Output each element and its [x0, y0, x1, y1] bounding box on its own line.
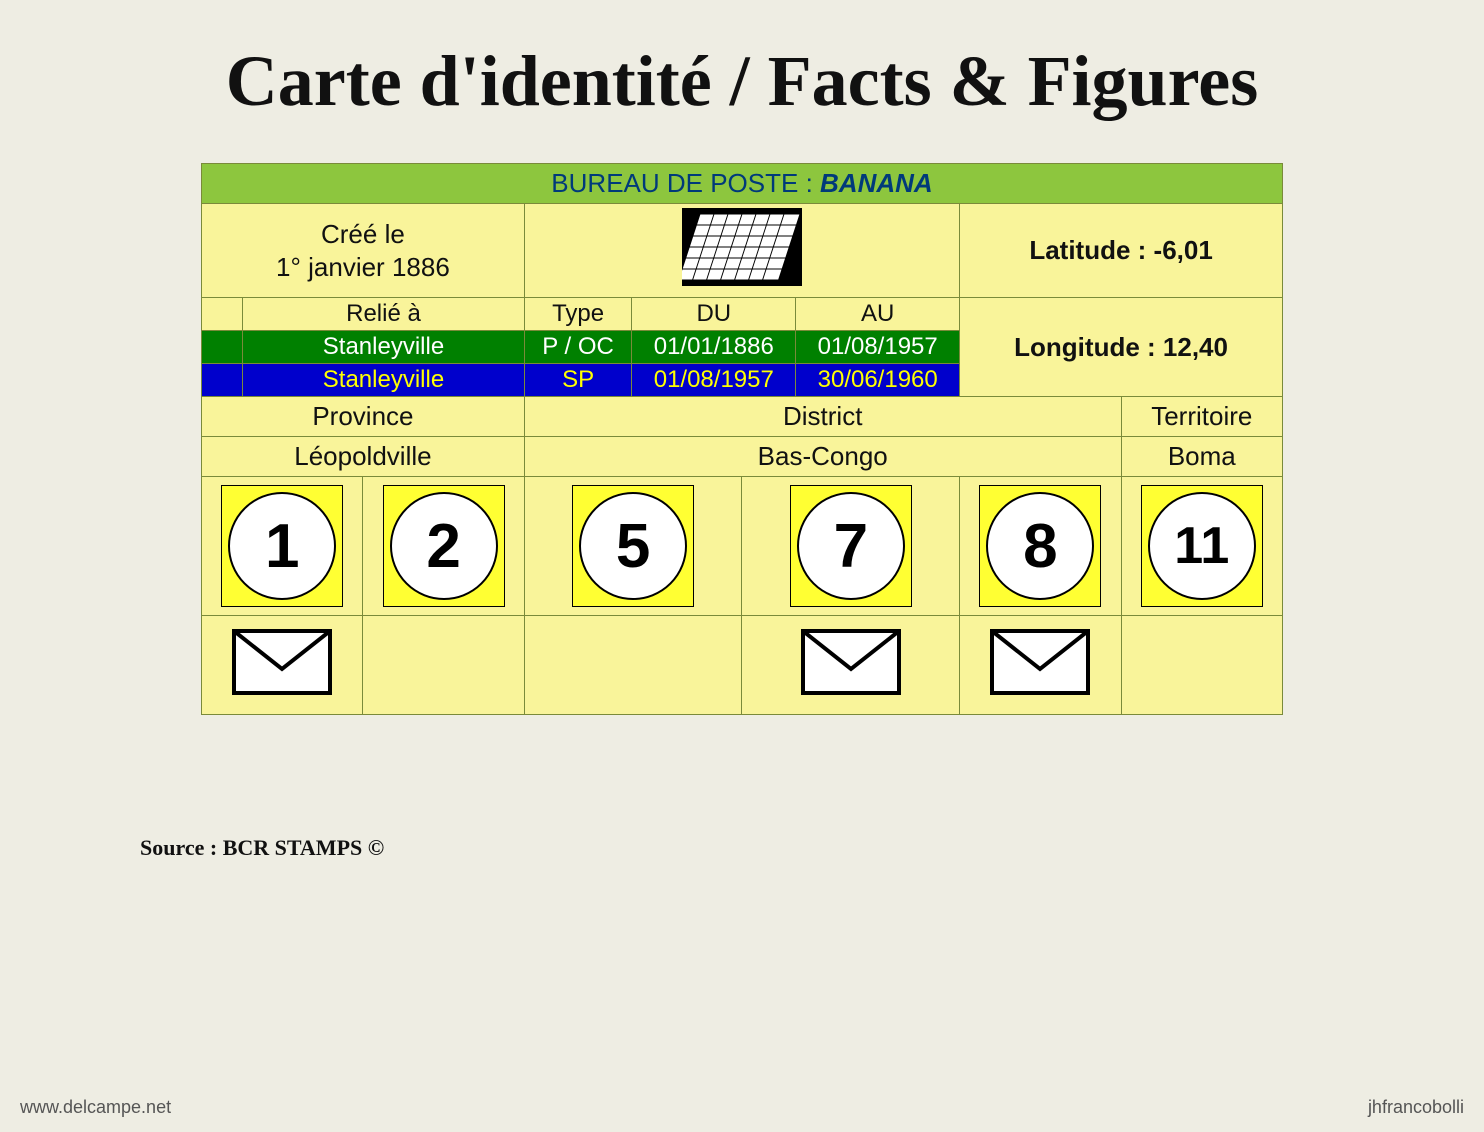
- stamp-cell-3: 7: [742, 477, 960, 616]
- mail-cell-4: [960, 616, 1121, 715]
- stamp-1: 2: [383, 485, 505, 607]
- stamp-2: 5: [572, 485, 694, 607]
- latitude-value: -6,01: [1154, 235, 1213, 265]
- conn-hdr-type: Type: [525, 298, 632, 331]
- stamp-cell-4: 8: [960, 477, 1121, 616]
- stamp-4: 8: [979, 485, 1101, 607]
- relie-city-1: Stanleyville: [243, 364, 524, 397]
- mail-cell-1: [363, 616, 524, 715]
- created-cell: Créé le 1° janvier 1886: [202, 204, 525, 298]
- district-header: District: [524, 397, 1121, 437]
- watermark-right: jhfrancobolli: [1368, 1097, 1464, 1118]
- conn-0-au: 01/08/1957: [796, 331, 959, 364]
- stamp-cell-5: 11: [1121, 477, 1282, 616]
- stamp-0: 1: [221, 485, 343, 607]
- calendar-icon: [682, 208, 802, 293]
- envelope-icon: [990, 629, 1090, 702]
- relie-cell: Relié à Stanleyville Stanleyville: [202, 298, 525, 397]
- mail-cell-5: [1121, 616, 1282, 715]
- bureau-header: BUREAU DE POSTE : BANANA: [202, 164, 1283, 204]
- province-header: Province: [202, 397, 525, 437]
- territoire-header: Territoire: [1121, 397, 1282, 437]
- stamp-5: 11: [1141, 485, 1263, 607]
- bureau-name: BANANA: [820, 168, 933, 198]
- longitude-value: 12,40: [1163, 332, 1228, 362]
- longitude-cell: Longitude : 12,40: [960, 298, 1283, 397]
- source-footer: Source : BCR STAMPS ©: [140, 835, 1404, 861]
- relie-label: Relié à: [243, 298, 524, 331]
- stamp-cell-2: 5: [524, 477, 742, 616]
- conn-hdr-au: AU: [796, 298, 959, 331]
- created-date: 1° janvier 1886: [276, 252, 450, 282]
- conn-1-type: SP: [525, 364, 632, 397]
- page-title: Carte d'identité / Facts & Figures: [80, 40, 1404, 123]
- conn-1-au: 30/06/1960: [796, 364, 959, 397]
- mail-cell-2: [524, 616, 742, 715]
- relie-city-0: Stanleyville: [243, 331, 524, 364]
- longitude-label: Longitude :: [1014, 332, 1163, 362]
- conn-hdr-du: DU: [632, 298, 796, 331]
- district-value: Bas-Congo: [524, 437, 1121, 477]
- conn-0-du: 01/01/1886: [632, 331, 796, 364]
- latitude-label: Latitude :: [1029, 235, 1153, 265]
- created-label: Créé le: [321, 219, 405, 249]
- conn-table-cell: Type DU AU P / OC 01/01/1886 01/08/1957 …: [524, 298, 959, 397]
- bureau-prefix: BUREAU DE POSTE :: [551, 168, 820, 198]
- envelope-icon: [232, 629, 332, 702]
- territoire-value: Boma: [1121, 437, 1282, 477]
- envelope-icon: [801, 629, 901, 702]
- stamp-cell-1: 2: [363, 477, 524, 616]
- stamp-3: 7: [790, 485, 912, 607]
- mail-cell-3: [742, 616, 960, 715]
- province-value: Léopoldville: [202, 437, 525, 477]
- watermark-left: www.delcampe.net: [20, 1097, 171, 1118]
- latitude-cell: Latitude : -6,01: [960, 204, 1283, 298]
- calendar-cell: [524, 204, 959, 298]
- mail-cell-0: [202, 616, 363, 715]
- conn-1-du: 01/08/1957: [632, 364, 796, 397]
- factsheet-card: BUREAU DE POSTE : BANANA Créé le 1° janv…: [201, 163, 1283, 715]
- stamp-cell-0: 1: [202, 477, 363, 616]
- conn-0-type: P / OC: [525, 331, 632, 364]
